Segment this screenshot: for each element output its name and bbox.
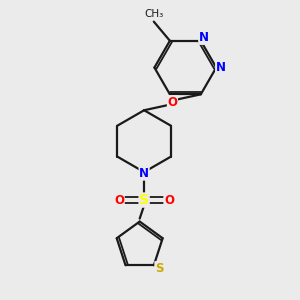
Text: N: N (216, 61, 226, 74)
Text: CH₃: CH₃ (144, 9, 164, 19)
Text: S: S (139, 193, 149, 207)
Text: S: S (155, 262, 164, 275)
Text: N: N (199, 31, 209, 44)
Text: N: N (139, 167, 149, 180)
Text: O: O (114, 194, 124, 207)
Text: O: O (167, 96, 178, 109)
Text: O: O (164, 194, 174, 207)
